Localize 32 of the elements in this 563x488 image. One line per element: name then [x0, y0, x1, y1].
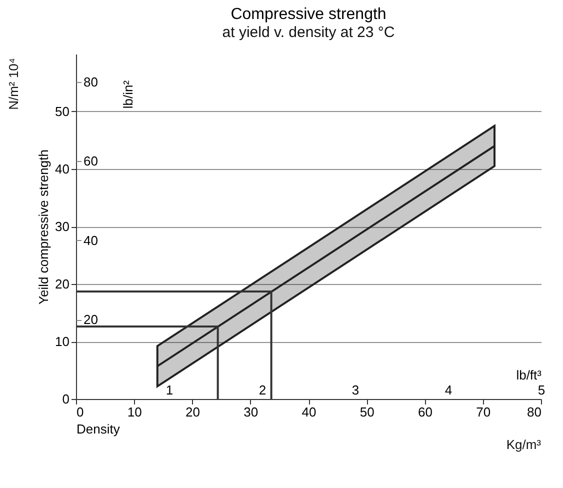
y2-tick-label: 60 — [84, 154, 98, 169]
y-tick-label: 50 — [55, 104, 70, 119]
x-tick-label: 0 — [76, 404, 84, 420]
x2-axis-title: lb/ft³ — [516, 368, 542, 382]
text: N/m² 10⁴ — [6, 58, 21, 110]
text: Kg/m³ — [506, 437, 542, 452]
x2-tick-label: 1 — [166, 382, 174, 398]
x-tick-label: 70 — [476, 404, 491, 420]
x-tick-label: 20 — [186, 404, 200, 420]
x2-tick-label: 2 — [258, 382, 266, 398]
x-tick-label: 30 — [244, 404, 258, 420]
y-tick-label: 10 — [55, 334, 70, 349]
chart-title: Compressive strength — [230, 6, 386, 23]
y2-tick-label: 80 — [84, 74, 98, 90]
x2-tick-label: 4 — [444, 382, 452, 398]
x2-tick-label: 5 — [538, 382, 546, 398]
y2-tick-label: 20 — [84, 312, 98, 328]
chart-subtitle: at yield v. density at 23 °C — [222, 24, 395, 41]
y-tick-label: 30 — [55, 219, 70, 234]
y-tick-label: 40 — [55, 162, 70, 176]
y-axis-title: Yeild compressive strength — [36, 150, 52, 304]
x-tick-label: 80 — [527, 404, 542, 420]
x-axis-title: Density — [76, 422, 120, 436]
x-tick-label: 50 — [360, 404, 374, 420]
x2-tick-label: 3 — [352, 382, 360, 398]
y2-axis-title: lb/in² — [120, 80, 136, 109]
x-tick-label: 60 — [418, 404, 432, 420]
y-tick-label: 20 — [55, 276, 70, 292]
y2-tick-label: 40 — [84, 232, 98, 248]
y-tick-label: 0 — [62, 392, 70, 406]
x-tick-label: 10 — [127, 404, 142, 420]
x-tick-label: 40 — [302, 404, 316, 420]
